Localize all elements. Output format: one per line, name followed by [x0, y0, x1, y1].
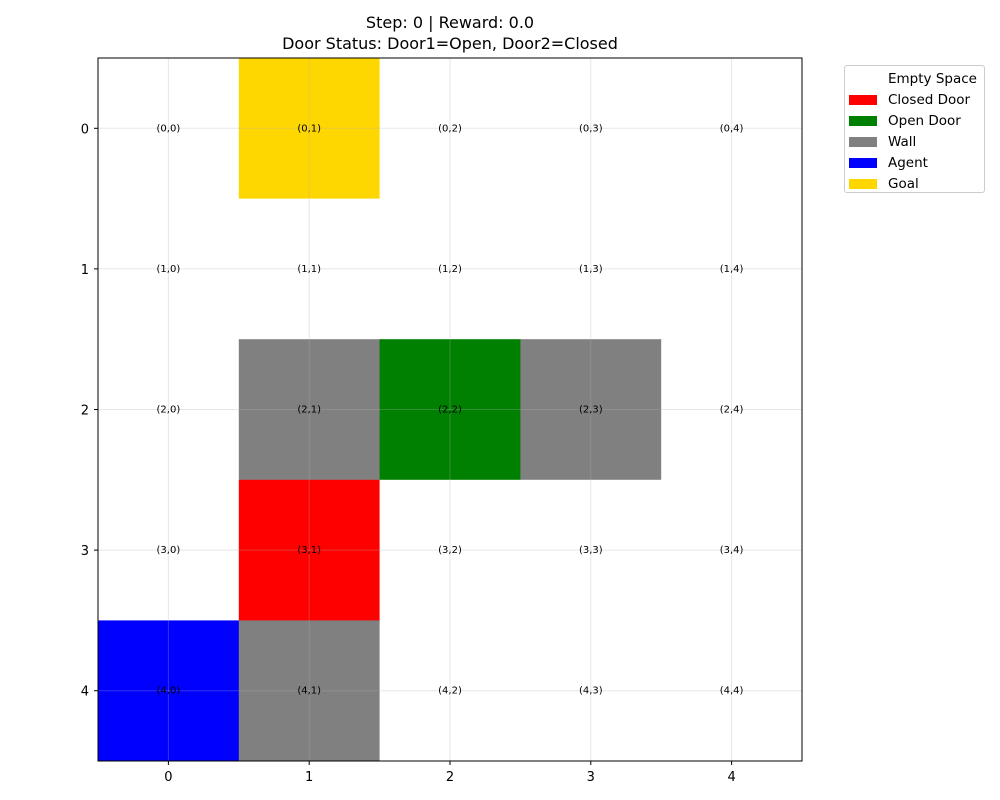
- cell-empty: [520, 620, 662, 762]
- legend-label: Open Door: [888, 113, 961, 129]
- cell-empty: [379, 620, 521, 762]
- x-tick-label: 4: [727, 770, 735, 785]
- y-tick-label: 1: [81, 263, 89, 278]
- cell-empty: [661, 479, 803, 621]
- cell-empty: [520, 479, 662, 621]
- cell-coordinate-label: (4,1): [297, 686, 321, 697]
- cell-coordinate-label: (3,0): [157, 545, 181, 556]
- cell-wall: [238, 620, 381, 762]
- cell-coordinate-label: (4,2): [438, 686, 462, 697]
- cell-coordinate-label: (1,3): [579, 264, 603, 275]
- step-reward-label: Step: 0 | Reward: 0.0: [365, 13, 535, 32]
- cell-wall: [520, 339, 662, 481]
- cell-goal: [238, 58, 381, 200]
- x-tick-label: 2: [446, 770, 454, 785]
- legend-label: Empty Space: [888, 71, 977, 87]
- plot-title: Step: 0 | Reward: 0.0 Door Status: Door1…: [0, 12, 900, 54]
- cell-coordinate-label: (1,2): [438, 264, 462, 275]
- cell-empty: [98, 58, 240, 200]
- x-tick-label: 1: [305, 770, 313, 785]
- axis-ticks: 0 1 2 3 4 0 1 2 3 4: [81, 122, 736, 785]
- legend-item-agent: Agent: [849, 154, 928, 172]
- cell-wall: [238, 339, 381, 481]
- legend-label: Goal: [888, 176, 919, 192]
- cell-empty: [661, 339, 803, 481]
- cell-coordinate-label: (2,3): [579, 405, 603, 416]
- cell-coordinate-label: (3,3): [579, 545, 603, 556]
- cell-empty: [520, 198, 662, 340]
- cell-open-door: [379, 339, 521, 481]
- cell-empty: [379, 198, 521, 340]
- legend-label: Closed Door: [888, 92, 971, 108]
- y-tick-label: 2: [81, 404, 89, 419]
- cell-coordinate-label: (3,1): [297, 545, 321, 556]
- cell-coordinate-label: (0,4): [720, 123, 744, 134]
- cell-coordinate-label: (2,0): [157, 405, 181, 416]
- legend-label: Agent: [888, 155, 928, 171]
- cell-labels: (0,0) (0,1) (0,2) (0,3) (0,4) (1,0) (1,1) (1,2)…: [157, 123, 744, 696]
- cell-empty: [661, 620, 803, 762]
- cell-coordinate-label: (1,0): [157, 264, 181, 275]
- x-tick-label: 0: [164, 770, 172, 785]
- cell-empty: [98, 339, 240, 481]
- cell-coordinate-label: (2,2): [438, 405, 462, 416]
- legend-item-closed-door: Closed Door: [849, 91, 970, 109]
- cell-coordinate-label: (0,2): [438, 123, 462, 134]
- legend-swatch: [849, 74, 877, 84]
- legend-item-goal: Goal: [849, 175, 919, 193]
- legend: Empty Space Closed Door Open Door Wall Agent…: [844, 65, 985, 193]
- x-tick-label: 3: [587, 770, 595, 785]
- cell-coordinate-label: (4,3): [579, 686, 603, 697]
- legend-swatch: [849, 137, 877, 147]
- cell-closed-door: [238, 479, 381, 621]
- legend-swatch: [849, 116, 877, 126]
- y-tick-label: 3: [81, 544, 89, 559]
- cell-empty: [661, 198, 803, 340]
- legend-label: Wall: [888, 134, 917, 150]
- cell-coordinate-label: (1,1): [297, 264, 321, 275]
- cell-coordinate-label: (4,4): [720, 686, 744, 697]
- cell-empty: [98, 479, 240, 621]
- cell-coordinate-label: (0,3): [579, 123, 603, 134]
- cell-coordinate-label: (2,1): [297, 405, 321, 416]
- cell-agent: [98, 620, 240, 762]
- legend-swatch: [849, 179, 877, 189]
- grid-cells: [98, 58, 803, 762]
- grid-lines: [98, 58, 802, 761]
- legend-item-empty: Empty Space: [849, 70, 977, 88]
- cell-empty: [238, 198, 381, 340]
- cell-empty: [379, 479, 521, 621]
- cell-coordinate-label: (3,2): [438, 545, 462, 556]
- legend-swatch: [849, 158, 877, 168]
- cell-coordinate-label: (0,0): [157, 123, 181, 134]
- cell-coordinate-label: (2,4): [720, 405, 744, 416]
- door-status-label: Door Status: Door1=Open, Door2=Closed: [282, 34, 618, 53]
- cell-empty: [98, 198, 240, 340]
- cell-coordinate-label: (4,0): [157, 686, 181, 697]
- cell-coordinate-label: (0,1): [297, 123, 321, 134]
- cell-empty: [379, 58, 521, 200]
- cell-coordinate-label: (1,4): [720, 264, 744, 275]
- legend-swatch: [849, 95, 877, 105]
- y-tick-label: 0: [81, 122, 89, 137]
- cell-empty: [520, 58, 662, 200]
- y-tick-label: 4: [81, 685, 89, 700]
- legend-item-wall: Wall: [849, 133, 916, 151]
- legend-item-open-door: Open Door: [849, 112, 961, 130]
- cell-empty: [661, 58, 803, 200]
- cell-coordinate-label: (3,4): [720, 545, 744, 556]
